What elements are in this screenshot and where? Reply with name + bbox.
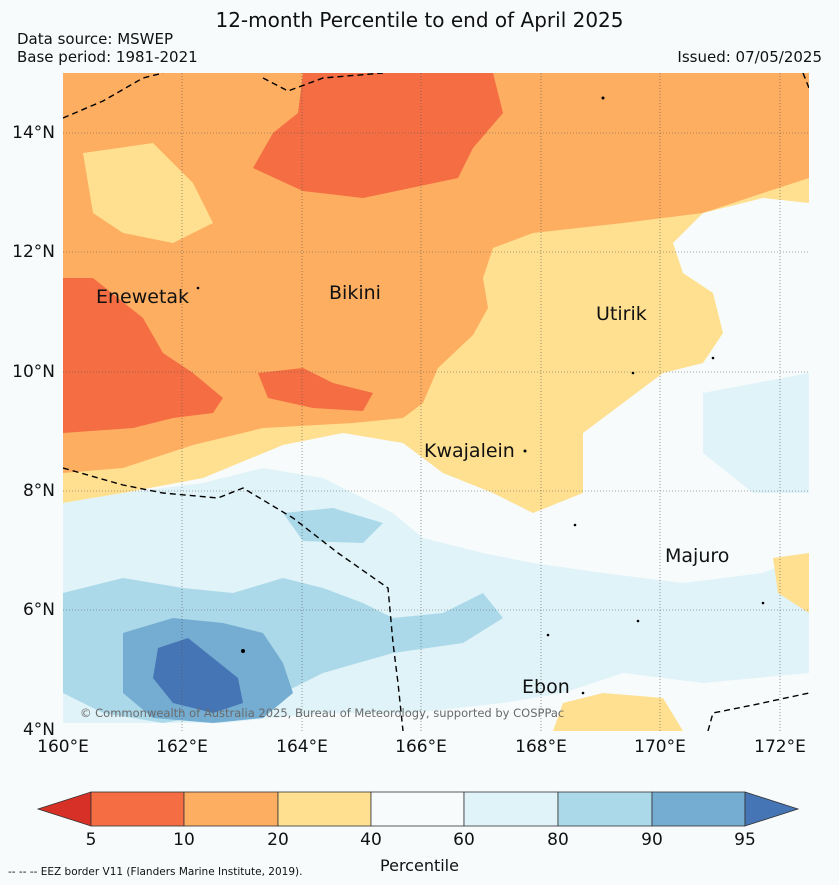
yellow-patch xyxy=(83,143,213,243)
colorbar-tick: 95 xyxy=(734,830,756,850)
place-label-bikini: Bikini xyxy=(329,282,381,304)
colorbar-swatch xyxy=(557,791,653,827)
graticule xyxy=(63,73,809,731)
lon-label: 166°E xyxy=(395,737,447,757)
colorbar xyxy=(36,791,800,827)
colorbar-swatch xyxy=(183,791,279,827)
dark-orange-region-west xyxy=(63,278,223,433)
colorbar-tick: 90 xyxy=(641,830,663,850)
lat-label: 12°N xyxy=(12,242,55,262)
percentile-map xyxy=(63,73,809,731)
lat-label: 4°N xyxy=(22,720,55,740)
colorbar-tick: 60 xyxy=(453,830,475,850)
issued-date: Issued: 07/05/2025 xyxy=(677,48,822,66)
lat-label: 8°N xyxy=(22,481,55,501)
base-period-text: Base period: 1981-2021 xyxy=(17,48,198,66)
place-label-ebon: Ebon xyxy=(522,676,570,698)
colorbar-swatch xyxy=(463,791,559,827)
dark-orange-region xyxy=(253,73,503,198)
colorbar-tick: 80 xyxy=(547,830,569,850)
lon-label: 168°E xyxy=(515,737,567,757)
source-info: Data source: MSWEP Base period: 1981-202… xyxy=(17,30,198,66)
colorbar-title: Percentile xyxy=(380,856,459,875)
lon-label: 164°E xyxy=(276,737,328,757)
colorbar-swatch xyxy=(370,791,465,827)
colorbar-tick: 5 xyxy=(85,830,97,850)
lon-label: 162°E xyxy=(156,737,208,757)
colorbar-swatch xyxy=(651,791,746,827)
map-title: 12-month Percentile to end of April 2025 xyxy=(215,8,624,32)
place-label-utirik: Utirik xyxy=(596,303,647,325)
eez-border xyxy=(63,73,809,731)
colorbar-tick: 10 xyxy=(173,830,195,850)
colorbar-swatch xyxy=(36,791,92,827)
lat-label: 6°N xyxy=(22,600,55,620)
colorbar-tick: 40 xyxy=(360,830,382,850)
data-source-text: Data source: MSWEP xyxy=(17,30,174,48)
copyright-notice: © Commonwealth of Australia 2025, Bureau… xyxy=(80,706,565,720)
orange-region xyxy=(63,73,809,473)
colorbar-swatch xyxy=(277,791,372,827)
place-label-majuro: Majuro xyxy=(665,545,730,567)
eez-footnote: -- -- -- EEZ border V11 (Flanders Marine… xyxy=(8,866,303,878)
lat-label: 10°N xyxy=(12,362,55,382)
place-label-enewetak: Enewetak xyxy=(96,286,190,308)
colorbar-swatch xyxy=(744,791,800,827)
lat-label: 14°N xyxy=(12,123,55,143)
atolls xyxy=(196,96,765,695)
lon-label: 172°E xyxy=(754,737,806,757)
colorbar-tick: 20 xyxy=(267,830,289,850)
lon-label: 170°E xyxy=(634,737,686,757)
lon-label: 160°E xyxy=(37,737,89,757)
colorbar-swatch xyxy=(90,791,185,827)
place-label-kwajalein: Kwajalein xyxy=(424,440,515,462)
